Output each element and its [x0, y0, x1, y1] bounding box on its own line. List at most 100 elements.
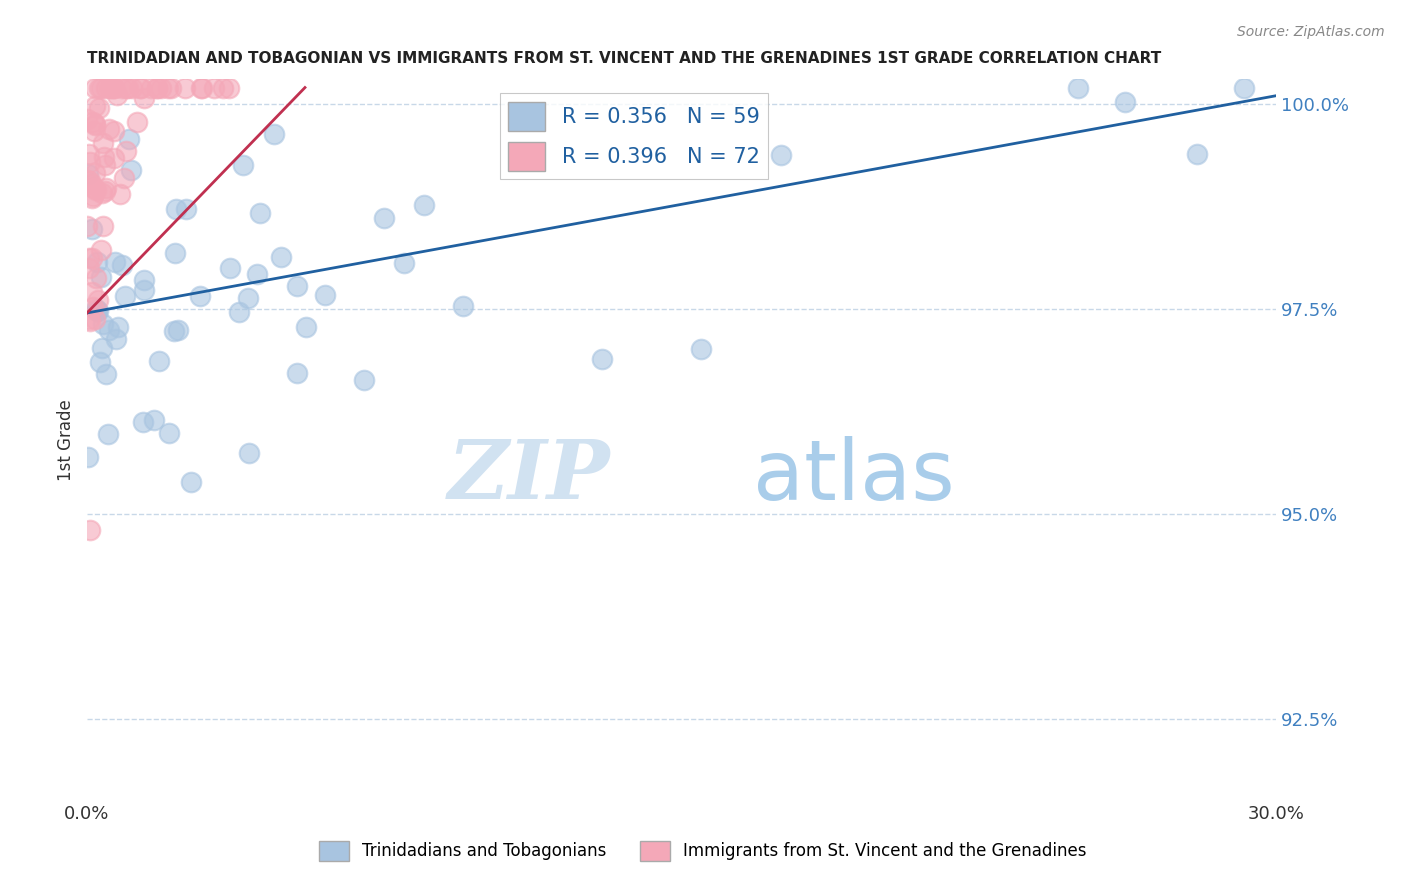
- Point: [91, 317, 114, 331]
- Point: [114, 144, 136, 158]
- Point: [77, 146, 100, 161]
- Point: [93, 150, 115, 164]
- Point: [232, 158, 254, 172]
- Point: [87, 293, 110, 308]
- Point: [107, 320, 129, 334]
- Point: [115, 80, 138, 95]
- Point: [103, 123, 125, 137]
- Point: [1185, 147, 1208, 161]
- Point: [314, 288, 336, 302]
- Point: [117, 80, 139, 95]
- Point: [591, 352, 613, 367]
- Point: [82, 115, 104, 129]
- Point: [83, 118, 105, 132]
- Point: [84, 301, 107, 316]
- Point: [373, 211, 395, 225]
- Point: [108, 186, 131, 201]
- Point: [129, 80, 152, 95]
- Point: [90, 269, 112, 284]
- Point: [392, 256, 415, 270]
- Point: [96, 80, 118, 95]
- Point: [79, 312, 101, 326]
- Point: [156, 80, 179, 95]
- Point: [263, 127, 285, 141]
- Y-axis label: 1st Grade: 1st Grade: [58, 399, 75, 481]
- Point: [84, 166, 107, 180]
- Point: [173, 80, 195, 95]
- Point: [236, 292, 259, 306]
- Point: [160, 80, 183, 95]
- Point: [90, 243, 112, 257]
- Point: [80, 285, 103, 300]
- Point: [143, 412, 166, 426]
- Point: [134, 283, 156, 297]
- Point: [83, 124, 105, 138]
- Point: [79, 174, 101, 188]
- Point: [96, 367, 118, 381]
- Point: [180, 475, 202, 489]
- Point: [76, 112, 98, 127]
- Point: [127, 115, 149, 129]
- Point: [84, 117, 107, 131]
- Point: [105, 87, 128, 102]
- Point: [218, 260, 240, 275]
- Point: [100, 80, 122, 95]
- Point: [117, 132, 139, 146]
- Point: [84, 271, 107, 285]
- Point: [145, 80, 167, 95]
- Point: [412, 198, 434, 212]
- Text: TRINIDADIAN AND TOBAGONIAN VS IMMIGRANTS FROM ST. VINCENT AND THE GRENADINES 1ST: TRINIDADIAN AND TOBAGONIAN VS IMMIGRANTS…: [87, 51, 1161, 66]
- Point: [211, 80, 233, 95]
- Point: [294, 320, 316, 334]
- Point: [148, 353, 170, 368]
- Point: [77, 251, 100, 265]
- Point: [111, 80, 134, 95]
- Point: [83, 80, 105, 95]
- Point: [98, 80, 121, 95]
- Text: Source: ZipAtlas.com: Source: ZipAtlas.com: [1237, 25, 1385, 39]
- Point: [97, 427, 120, 442]
- Point: [83, 312, 105, 326]
- Point: [190, 289, 212, 303]
- Point: [129, 80, 152, 95]
- Point: [80, 251, 103, 265]
- Point: [77, 167, 100, 181]
- Point: [163, 324, 186, 338]
- Point: [77, 450, 100, 464]
- Point: [202, 80, 225, 95]
- Point: [91, 341, 114, 355]
- Point: [1114, 95, 1136, 109]
- Point: [90, 80, 112, 95]
- Point: [157, 426, 180, 441]
- Point: [285, 367, 308, 381]
- Point: [98, 323, 121, 337]
- Point: [1067, 80, 1090, 95]
- Point: [89, 355, 111, 369]
- Point: [97, 122, 120, 136]
- Point: [82, 191, 104, 205]
- Point: [285, 278, 308, 293]
- Point: [79, 314, 101, 328]
- Legend: Trinidadians and Tobagonians, Immigrants from St. Vincent and the Grenadines: Trinidadians and Tobagonians, Immigrants…: [312, 834, 1094, 868]
- Point: [79, 523, 101, 537]
- Point: [218, 80, 240, 95]
- Point: [103, 151, 125, 165]
- Legend: R = 0.356   N = 59, R = 0.396   N = 72: R = 0.356 N = 59, R = 0.396 N = 72: [499, 94, 768, 179]
- Point: [93, 136, 115, 150]
- Point: [93, 158, 115, 172]
- Point: [77, 261, 100, 276]
- Point: [249, 205, 271, 219]
- Point: [165, 202, 187, 216]
- Point: [132, 415, 155, 429]
- Point: [146, 80, 169, 95]
- Point: [91, 186, 114, 201]
- Point: [86, 304, 108, 318]
- Point: [87, 80, 110, 95]
- Point: [139, 80, 162, 95]
- Point: [270, 250, 292, 264]
- Point: [174, 202, 197, 216]
- Point: [94, 184, 117, 198]
- Point: [87, 102, 110, 116]
- Point: [82, 221, 104, 235]
- Text: ZIP: ZIP: [447, 436, 610, 516]
